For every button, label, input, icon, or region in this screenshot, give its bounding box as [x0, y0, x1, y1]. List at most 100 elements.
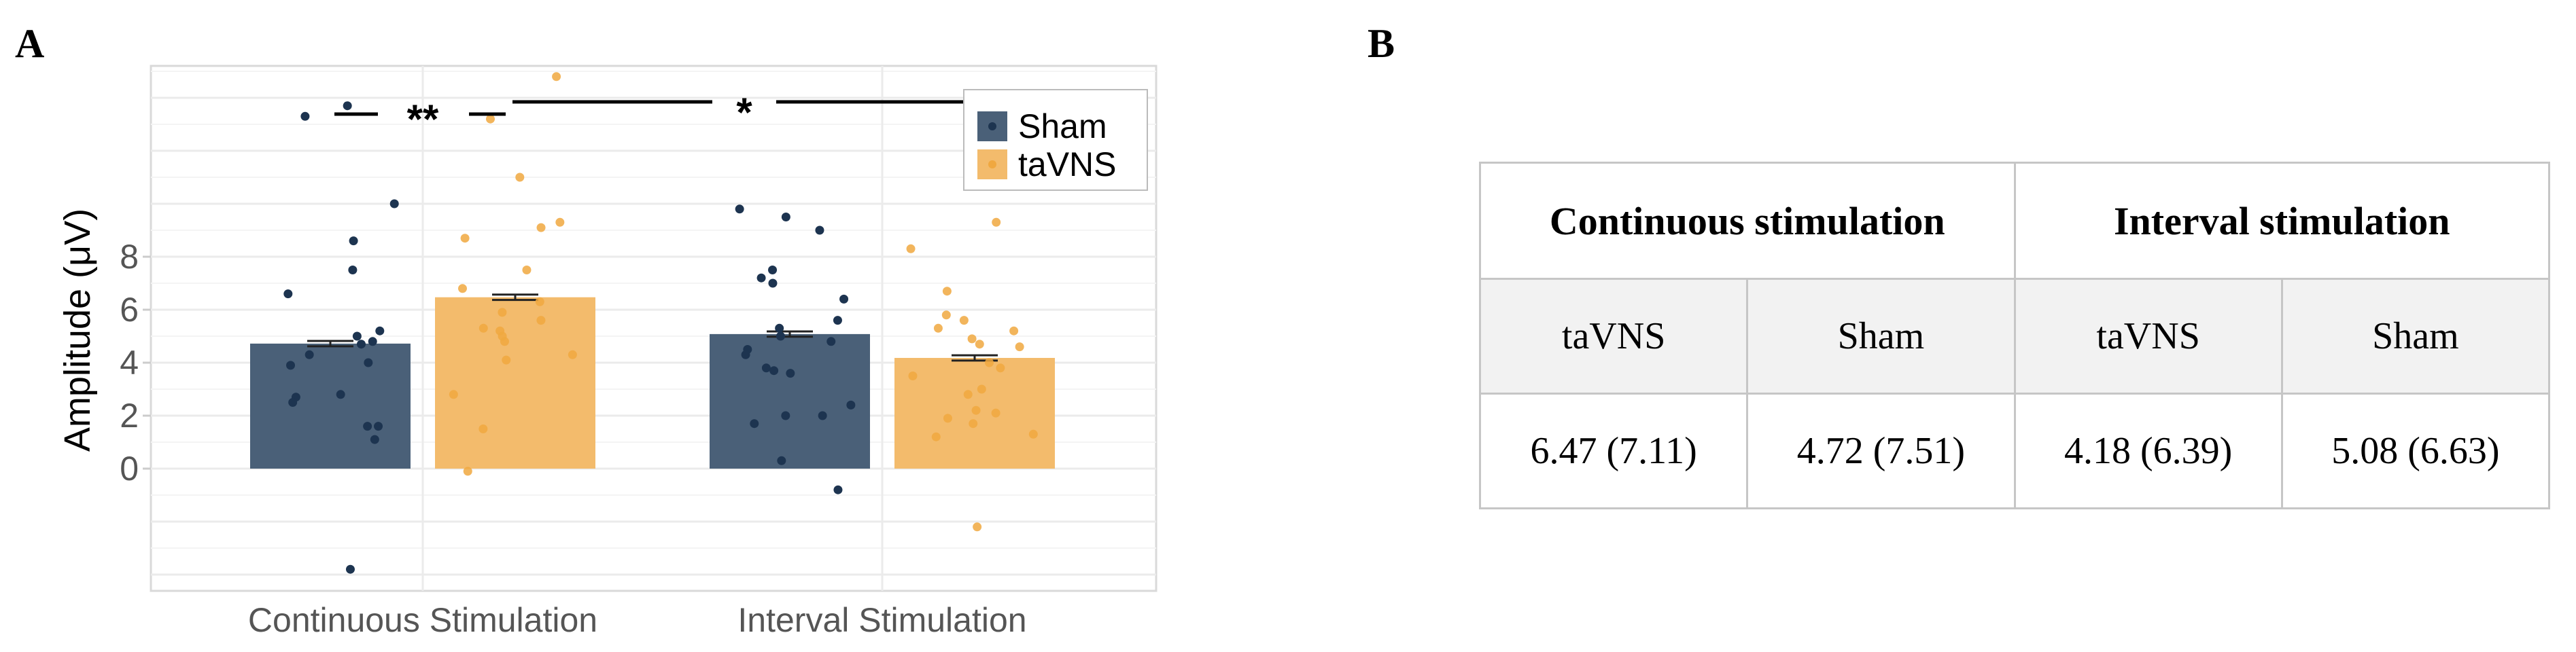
data-point: [522, 266, 532, 274]
significance-bracket-1: **: [334, 96, 506, 142]
error-bars: [307, 293, 998, 362]
data-point: [568, 350, 577, 359]
y-tick-label: 6: [120, 291, 139, 329]
data-point: [286, 361, 296, 370]
header-continuous: Continuous stimulation: [1479, 162, 2016, 280]
data-point: [769, 366, 779, 376]
data-point: [768, 278, 778, 288]
data-point: [776, 331, 785, 341]
data-point: [460, 234, 470, 243]
y-tick-label: 4: [120, 344, 139, 382]
y-tick-label: 2: [120, 397, 139, 435]
y-axis-label: Amplitude (μV): [57, 209, 98, 452]
data-point: [741, 350, 750, 359]
data-point: [374, 422, 383, 431]
y-tick-label: 8: [120, 238, 139, 276]
data-point: [283, 289, 293, 299]
y-tick-labels: 0 2 4 6 8: [120, 238, 151, 488]
data-point: [336, 390, 345, 399]
data-point: [996, 363, 1005, 373]
bar-chart: 0 2 4 6 8 Amplitude (μV) Continuous Stimulat…: [57, 65, 1158, 639]
data-point: [963, 390, 973, 399]
data-point: [908, 372, 918, 380]
data-point: [304, 350, 314, 359]
panel-label-a: A: [15, 21, 45, 66]
data-point: [967, 334, 977, 344]
data-point: [502, 355, 511, 365]
data-point: [1028, 429, 1038, 439]
legend-label-tavns: taVNS: [1018, 145, 1117, 183]
data-point: [969, 419, 978, 429]
legend-dot-sham: [988, 122, 996, 130]
data-point: [971, 405, 981, 415]
bars: [250, 297, 1055, 469]
data-point: [775, 323, 784, 333]
y-tick-label: 0: [120, 450, 139, 488]
significance-bracket-2: *: [512, 90, 979, 135]
data-point: [288, 398, 298, 407]
data-point: [478, 323, 488, 333]
subheader-cell: taVNS: [2013, 278, 2283, 395]
data-point: [356, 340, 366, 349]
data-point: [943, 414, 952, 423]
data-point: [555, 217, 565, 227]
data-point: [536, 316, 546, 325]
panel-label-b: B: [1368, 21, 1395, 66]
data-point: [750, 419, 759, 429]
data-point: [389, 199, 399, 209]
data-point: [959, 316, 969, 325]
data-point: [931, 432, 941, 441]
data-point: [786, 369, 795, 378]
data-point: [352, 331, 362, 341]
subheader-cell: Sham: [1746, 278, 2016, 395]
data-point: [756, 273, 766, 283]
data-point: [345, 564, 355, 574]
data-point: [735, 204, 744, 214]
data-point: [552, 72, 561, 82]
data-points: [283, 72, 1038, 574]
data-point: [815, 225, 824, 235]
bar-sham-continuous: [250, 343, 411, 469]
data-point: [826, 337, 836, 346]
data-point: [363, 422, 372, 431]
data-point: [485, 114, 495, 124]
x-tick-label-interval: Interval Stimulation: [737, 601, 1026, 639]
data-point: [364, 358, 373, 367]
data-point: [1009, 326, 1019, 336]
legend: Sham taVNS: [963, 89, 1148, 191]
results-table: Continuous stimulation Interval stimulat…: [1478, 162, 2551, 509]
data-point: [370, 435, 379, 444]
data-point: [343, 101, 352, 111]
data-point: [839, 294, 849, 304]
data-point: [536, 223, 546, 232]
data-point: [498, 308, 507, 317]
legend-label-sham: Sham: [1018, 107, 1107, 145]
data-point: [942, 287, 952, 296]
data-point: [833, 316, 842, 325]
error-bar: [767, 330, 813, 338]
data-point: [761, 363, 771, 373]
data-point: [777, 456, 786, 465]
value-cell: 4.72 (7.51): [1746, 393, 2016, 509]
data-point: [449, 390, 458, 399]
data-point: [933, 323, 943, 333]
data-point: [458, 284, 468, 293]
data-point: [992, 217, 1001, 227]
bar-sham-interval: [710, 333, 870, 469]
data-point: [941, 310, 951, 320]
error-bar: [307, 340, 353, 348]
subheader-cell: taVNS: [1478, 278, 1749, 395]
data-point: [768, 266, 778, 274]
data-point: [781, 411, 790, 420]
value-cell: 5.08 (6.63): [2280, 393, 2551, 509]
data-point: [349, 236, 358, 246]
data-point: [500, 337, 509, 346]
data-point: [973, 522, 982, 532]
significance-label-1: **: [407, 96, 439, 142]
data-point: [833, 485, 843, 494]
data-point: [535, 297, 544, 306]
subheader-cell: Sham: [2280, 278, 2551, 395]
data-point: [818, 411, 827, 420]
value-cell: 6.47 (7.11): [1478, 393, 1749, 509]
data-point: [348, 266, 358, 274]
